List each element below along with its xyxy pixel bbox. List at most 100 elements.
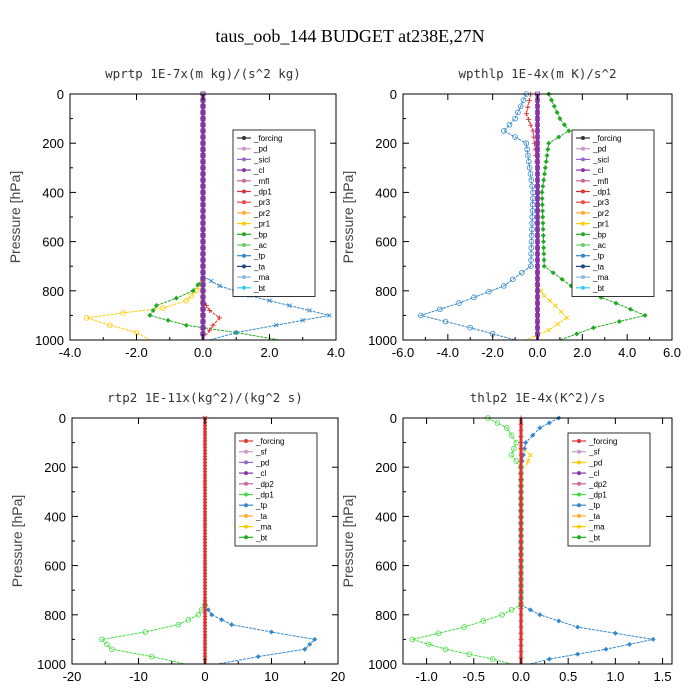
y-tick-label: 200	[42, 136, 64, 151]
legend-marker	[244, 503, 248, 508]
legend-label: _dp1	[588, 491, 607, 500]
legend-label: _bp	[592, 230, 607, 239]
data-point	[613, 300, 619, 306]
y-axis-label: Pressure [hPa]	[340, 495, 356, 588]
legend-label: _cl	[588, 469, 599, 478]
y-tick-label: 200	[375, 136, 397, 151]
data-point	[511, 445, 517, 452]
data-point	[537, 612, 543, 618]
data-point	[255, 654, 261, 660]
data-point	[535, 251, 540, 257]
data-point	[518, 446, 524, 452]
legend-marker	[242, 243, 246, 247]
data-point	[544, 153, 550, 158]
y-tick-label: 200	[375, 460, 397, 475]
data-point	[202, 427, 208, 433]
legend-label: _forcing	[592, 134, 621, 143]
legend-marker	[244, 535, 248, 540]
legend-label: _sicl	[592, 155, 609, 164]
data-point	[526, 158, 532, 165]
data-point	[541, 245, 547, 251]
legend-marker	[581, 168, 585, 173]
data-point	[209, 612, 215, 618]
data-point	[535, 288, 540, 294]
data-point	[528, 238, 535, 245]
data-point	[527, 607, 533, 613]
data-point	[545, 146, 551, 152]
legend-marker	[242, 189, 246, 194]
data-point	[202, 446, 208, 452]
data-point	[200, 165, 206, 171]
y-tick-label: 600	[42, 235, 64, 250]
data-point	[557, 116, 563, 122]
data-point	[541, 251, 547, 257]
data-point	[210, 322, 216, 328]
data-point	[200, 312, 206, 319]
data-point	[535, 257, 540, 263]
data-point	[541, 257, 547, 263]
legend-label: _dp2	[255, 480, 274, 489]
data-point	[195, 611, 202, 618]
data-point	[456, 300, 462, 306]
data-point	[518, 532, 524, 538]
data-point	[546, 420, 552, 426]
data-point	[530, 432, 536, 438]
data-point	[202, 587, 208, 593]
data-point	[499, 611, 505, 618]
series-line-tp	[204, 604, 316, 665]
legend-label: _mfl	[592, 177, 608, 186]
data-point	[83, 315, 90, 321]
data-point	[202, 581, 208, 587]
data-point	[518, 636, 524, 642]
x-tick-label: -1.0	[415, 669, 437, 684]
data-point	[525, 152, 531, 159]
legend-label: _forcing	[255, 437, 284, 446]
data-point	[518, 563, 524, 569]
data-point	[546, 327, 552, 333]
data-point	[547, 298, 553, 303]
series-line-pd	[520, 447, 531, 468]
data-point	[203, 303, 209, 309]
x-tick-label: 0.0	[512, 669, 530, 684]
data-point	[442, 318, 449, 325]
data-point	[501, 128, 507, 134]
legend-marker	[242, 146, 246, 151]
y-tick-label: 800	[375, 608, 397, 623]
data-point	[627, 641, 633, 647]
y-tick-label: 0	[59, 411, 66, 426]
data-point	[173, 295, 179, 301]
data-point	[535, 325, 540, 331]
data-point	[207, 327, 213, 333]
data-point	[149, 653, 155, 660]
data-point	[591, 325, 597, 331]
data-point	[556, 618, 562, 624]
data-point	[480, 618, 487, 624]
data-point	[208, 278, 214, 284]
data-point	[535, 128, 540, 134]
y-tick-label: 200	[44, 460, 66, 475]
chart-panel-1: wprtp 1E-7x(m kg)/(s^2 kg) Pressure [hPa]…	[7, 66, 345, 360]
legend-label: _pd	[592, 145, 606, 154]
data-point	[200, 275, 206, 282]
data-point	[537, 425, 543, 431]
legend-marker	[244, 524, 248, 529]
data-point	[546, 140, 552, 146]
x-tick-label: 0.0	[528, 345, 546, 360]
data-point	[202, 606, 208, 611]
legend-marker	[577, 513, 581, 518]
data-point	[165, 317, 171, 323]
legend-marker	[244, 513, 248, 518]
legend-marker	[577, 460, 581, 465]
data-point	[233, 330, 239, 335]
data-point	[523, 111, 529, 117]
data-point	[535, 177, 540, 183]
data-point	[200, 183, 206, 190]
y-tick-label: 600	[44, 559, 66, 574]
data-point	[202, 618, 208, 624]
data-point	[202, 434, 208, 439]
series-line-pr1	[86, 280, 204, 341]
data-point	[558, 309, 564, 315]
data-point	[195, 282, 201, 288]
x-tick-label: 4.0	[327, 345, 345, 360]
